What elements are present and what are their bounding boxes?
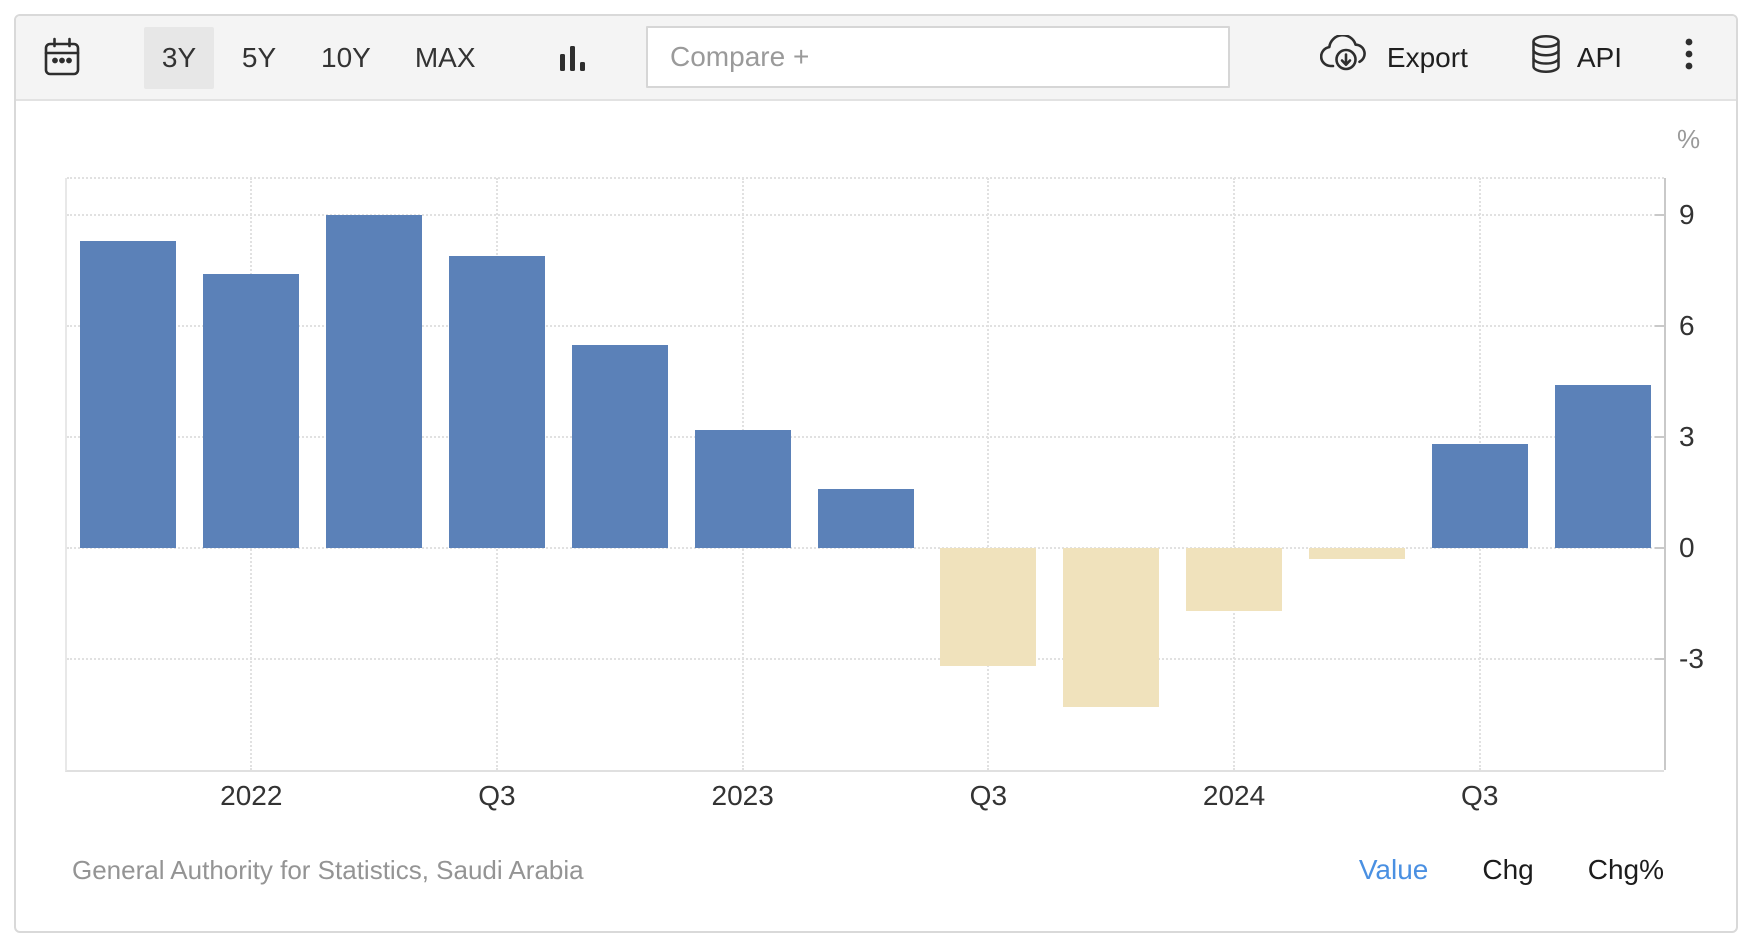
y-axis-unit-label: % (1677, 124, 1701, 154)
y-axis-tick (1655, 436, 1666, 438)
bar-2024-Q1[interactable] (1186, 548, 1283, 611)
mode-value[interactable]: Value (1358, 854, 1429, 885)
toolbar-right-actions: Export API (1319, 16, 1694, 99)
cloud-download-icon (1319, 33, 1372, 80)
y-axis-tick (1655, 658, 1666, 660)
y-axis-label: -3 (1679, 643, 1704, 674)
chart-widget-card: 3Y 5Y 10Y MAX (14, 14, 1738, 933)
kebab-menu-icon (1684, 34, 1694, 81)
display-mode-toggle: Value Chg Chg% (1359, 854, 1664, 886)
horizontal-gridline (67, 658, 1664, 660)
range-button-max[interactable]: MAX (414, 42, 476, 73)
horizontal-gridline (67, 436, 1664, 438)
chart-plot-area: 9 6 3 0 -3% 2022 Q3 2023 Q3 2024 Q3 (65, 124, 1704, 811)
mode-chg[interactable]: Chg (1482, 854, 1534, 885)
bar-2024-Q4[interactable] (1554, 385, 1651, 548)
bar-2023-Q2[interactable] (817, 488, 914, 548)
x-axis-label: 2024 (1202, 780, 1266, 811)
bar-2022-Q1[interactable] (203, 274, 300, 548)
more-menu-button[interactable] (1684, 34, 1694, 81)
bar-2023-Q3[interactable] (940, 548, 1037, 667)
export-button[interactable]: Export (1319, 33, 1468, 80)
y-axis-label: 3 (1679, 421, 1695, 452)
horizontal-gridline (67, 547, 1664, 549)
chart-footer: General Authority for Statistics, Saudi … (72, 850, 1664, 890)
x-axis-label: Q3 (969, 780, 1008, 811)
horizontal-gridline (67, 325, 1664, 327)
range-button-3y[interactable]: 3Y (144, 27, 214, 89)
toolbar: 3Y 5Y 10Y MAX (16, 16, 1736, 101)
y-axis-label: 6 (1679, 310, 1695, 341)
range-button-5y[interactable]: 5Y (241, 42, 277, 73)
compare-input[interactable] (646, 26, 1230, 88)
export-label: Export (1386, 41, 1468, 73)
bar-2024-Q2[interactable] (1308, 548, 1405, 560)
horizontal-gridline (67, 214, 1664, 216)
bar-2022-Q4[interactable] (571, 344, 668, 548)
vertical-gridline (1233, 178, 1236, 770)
x-axis-label: Q3 (1461, 780, 1499, 811)
chart-type-button[interactable] (559, 42, 586, 73)
range-selector: 3Y 5Y 10Y MAX (144, 27, 493, 89)
bar-2021-Q4[interactable] (80, 240, 177, 548)
y-axis-label: 0 (1679, 532, 1695, 563)
bar-2024-Q3[interactable] (1431, 444, 1528, 548)
y-axis-tick (1655, 547, 1666, 549)
calendar-button[interactable] (43, 37, 81, 77)
source-attribution: General Authority for Statistics, Saudi … (72, 854, 584, 885)
y-axis-tick (1655, 325, 1666, 327)
bar-2022-Q3[interactable] (448, 255, 545, 548)
mode-chg-pct[interactable]: Chg% (1587, 854, 1664, 885)
x-axis-label: Q3 (478, 780, 516, 811)
horizontal-gridline (67, 177, 1664, 179)
y-axis-tick (1655, 214, 1666, 216)
x-axis-label: 2023 (711, 780, 774, 811)
calendar-icon (43, 37, 81, 77)
database-icon (1530, 34, 1562, 81)
api-label: API (1576, 41, 1622, 73)
y-axis-line (1664, 178, 1666, 770)
bar-chart-icon (559, 42, 586, 73)
range-button-10y[interactable]: 10Y (321, 42, 371, 73)
bar-2023-Q1[interactable] (694, 429, 791, 548)
api-button[interactable]: API (1530, 34, 1622, 81)
x-axis-label: 2022 (220, 780, 283, 811)
vertical-gridline (987, 178, 990, 770)
y-axis-label: 9 (1679, 199, 1695, 230)
bar-2022-Q2[interactable] (326, 215, 423, 548)
bar-2023-Q4[interactable] (1063, 548, 1160, 708)
